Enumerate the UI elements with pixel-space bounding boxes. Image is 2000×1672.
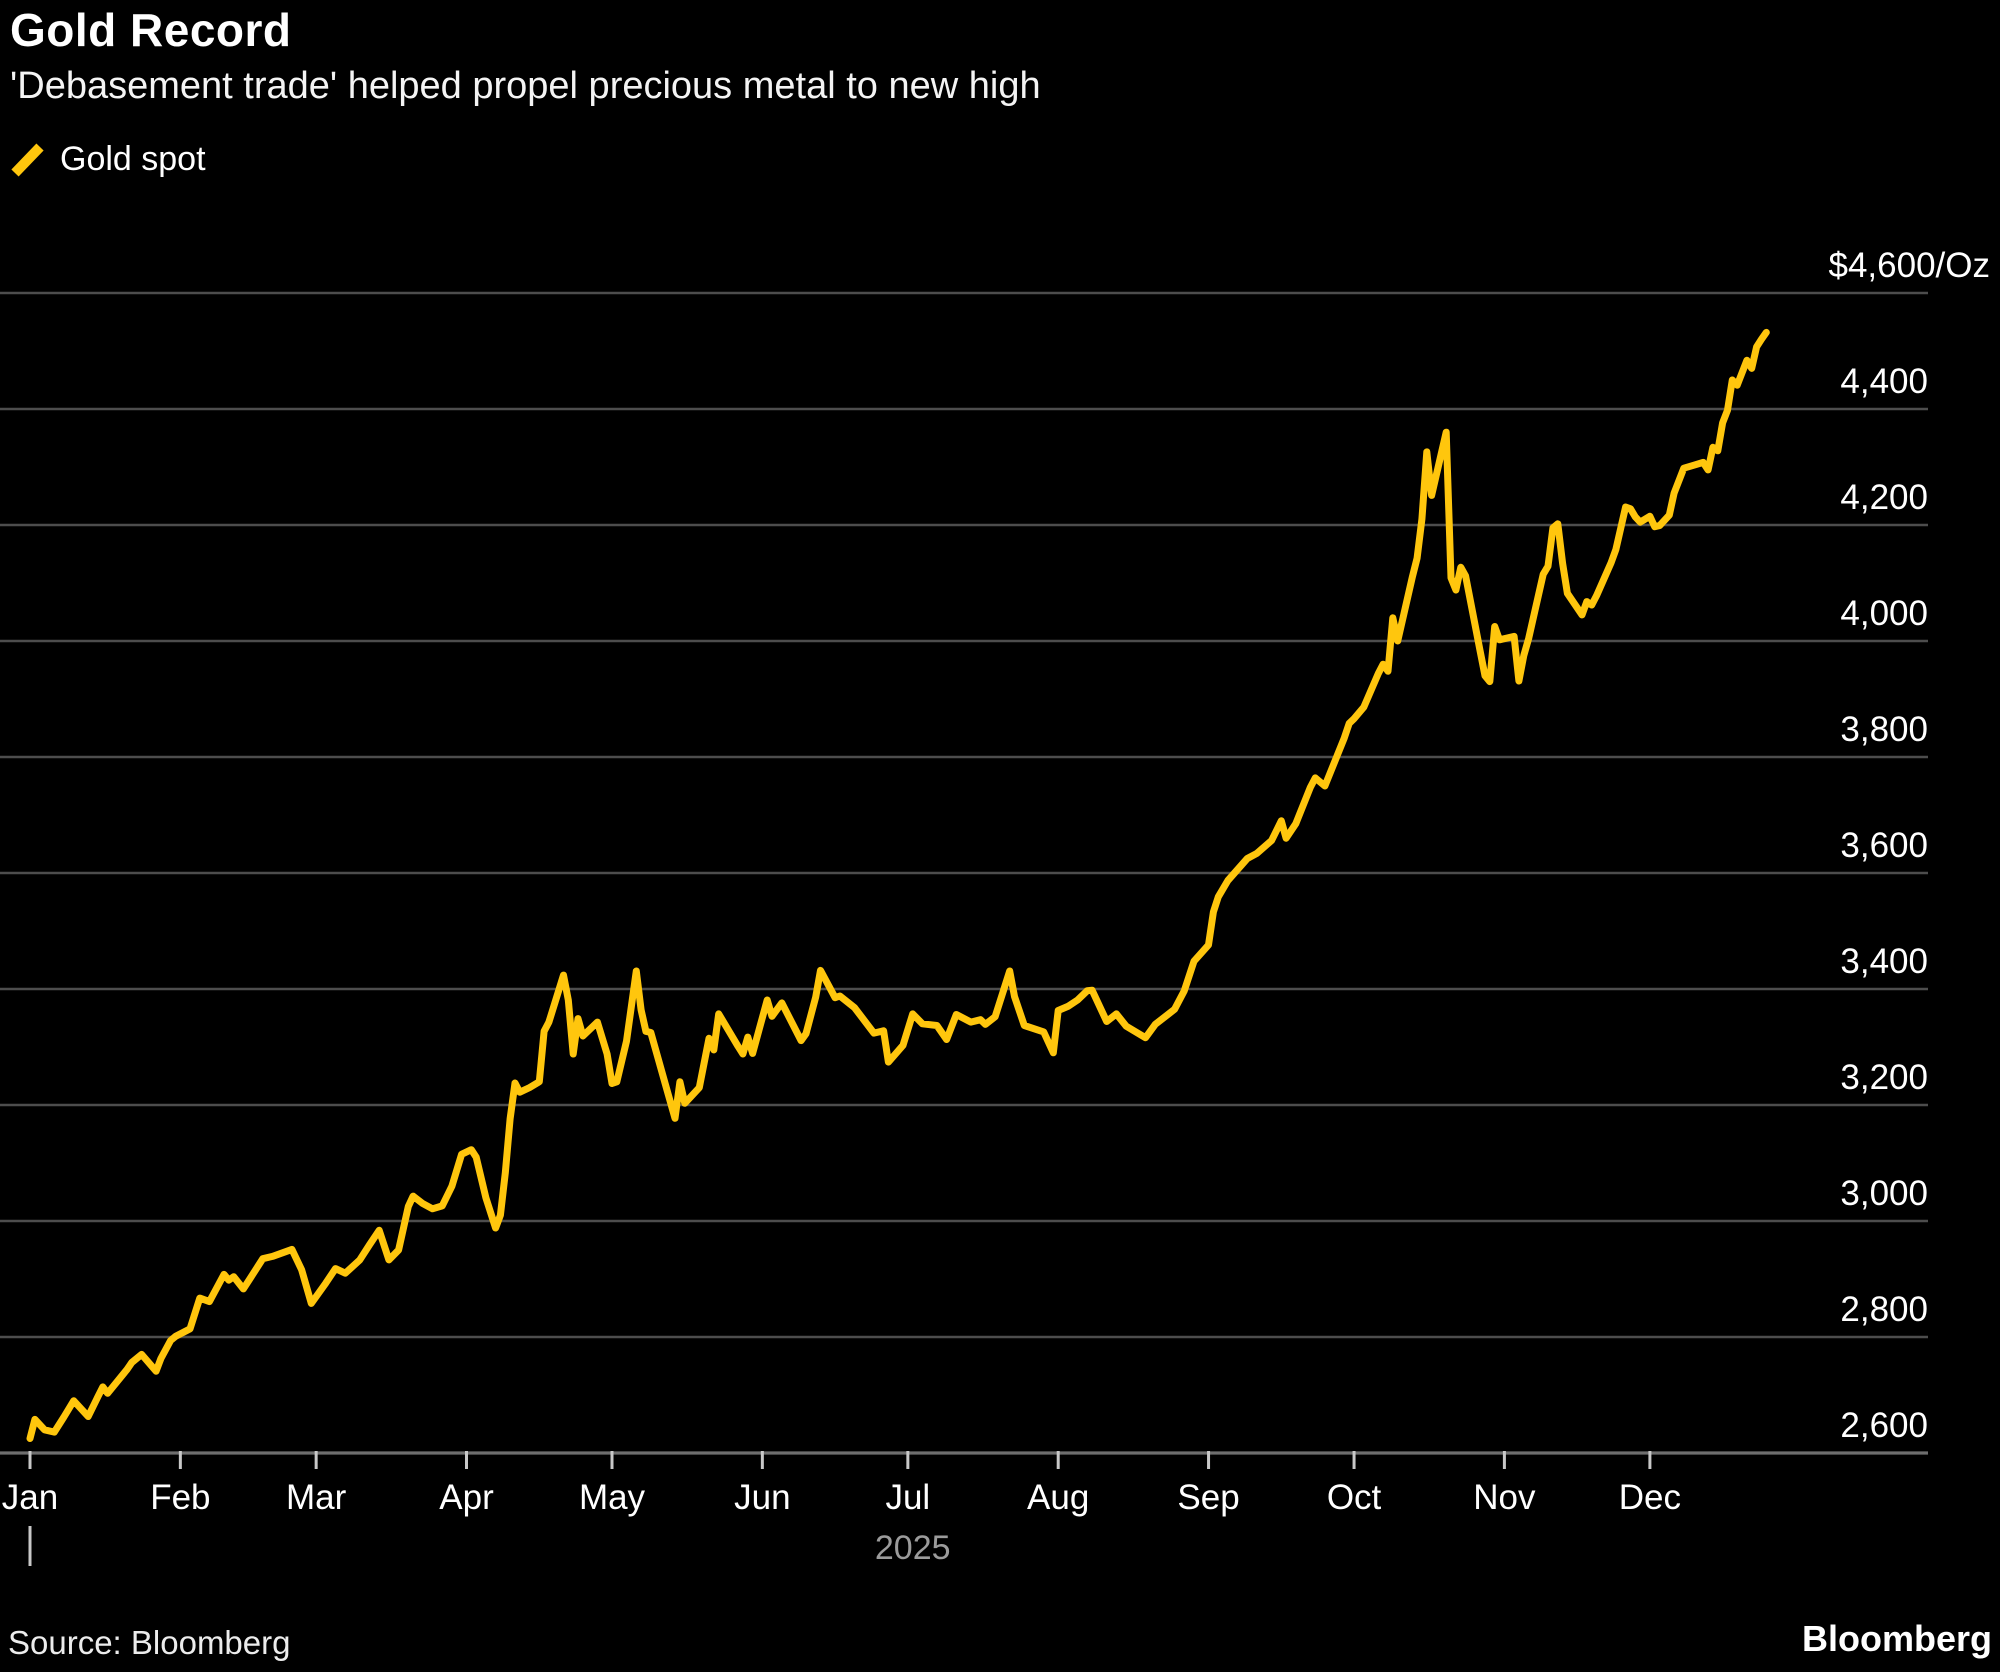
x-label-jun: Jun <box>734 1478 790 1517</box>
legend: Gold spot <box>10 140 1041 179</box>
x-label-jan: Jan <box>2 1478 58 1517</box>
x-label-oct: Oct <box>1327 1478 1382 1517</box>
chart-header: Gold Record 'Debasement trade' helped pr… <box>10 0 1041 179</box>
legend-label: Gold spot <box>60 140 206 179</box>
x-label-sep: Sep <box>1177 1478 1239 1517</box>
gold-spot-line <box>26 328 1770 1442</box>
y-axis-label-3200: 3,200 <box>1840 1058 1928 1097</box>
y-axis-label-3000: 3,000 <box>1840 1174 1928 1213</box>
x-label-aug: Aug <box>1027 1478 1089 1517</box>
y-axis-label-2800: 2,800 <box>1840 1290 1928 1329</box>
gold-spot-legend-marker-icon <box>11 143 44 177</box>
year-label: 2025 <box>875 1529 951 1567</box>
y-axis-label-4400: 4,400 <box>1840 362 1928 401</box>
chart-title: Gold Record <box>10 4 292 56</box>
y-axis-label-3800: 3,800 <box>1840 710 1928 749</box>
chart-subtitle: 'Debasement trade' helped propel preciou… <box>10 65 1041 108</box>
source-label: Source: Bloomberg <box>8 1624 291 1661</box>
y-axis-label-4600: $4,600/Oz <box>1829 246 1991 285</box>
x-label-feb: Feb <box>150 1478 210 1517</box>
y-axis-label-4000: 4,000 <box>1840 594 1928 633</box>
x-label-nov: Nov <box>1473 1478 1536 1517</box>
x-label-jul: Jul <box>885 1478 930 1517</box>
x-label-may: May <box>579 1478 646 1517</box>
x-label-mar: Mar <box>286 1478 347 1517</box>
x-label-dec: Dec <box>1619 1478 1681 1517</box>
x-label-apr: Apr <box>439 1478 494 1517</box>
y-axis-label-3600: 3,600 <box>1840 826 1928 865</box>
y-axis-label-3400: 3,400 <box>1840 942 1928 981</box>
y-axis-label-2600: 2,600 <box>1840 1406 1928 1445</box>
y-axis-label-4200: 4,200 <box>1840 478 1928 517</box>
bloomberg-logo: Bloomberg <box>1801 1618 1992 1659</box>
